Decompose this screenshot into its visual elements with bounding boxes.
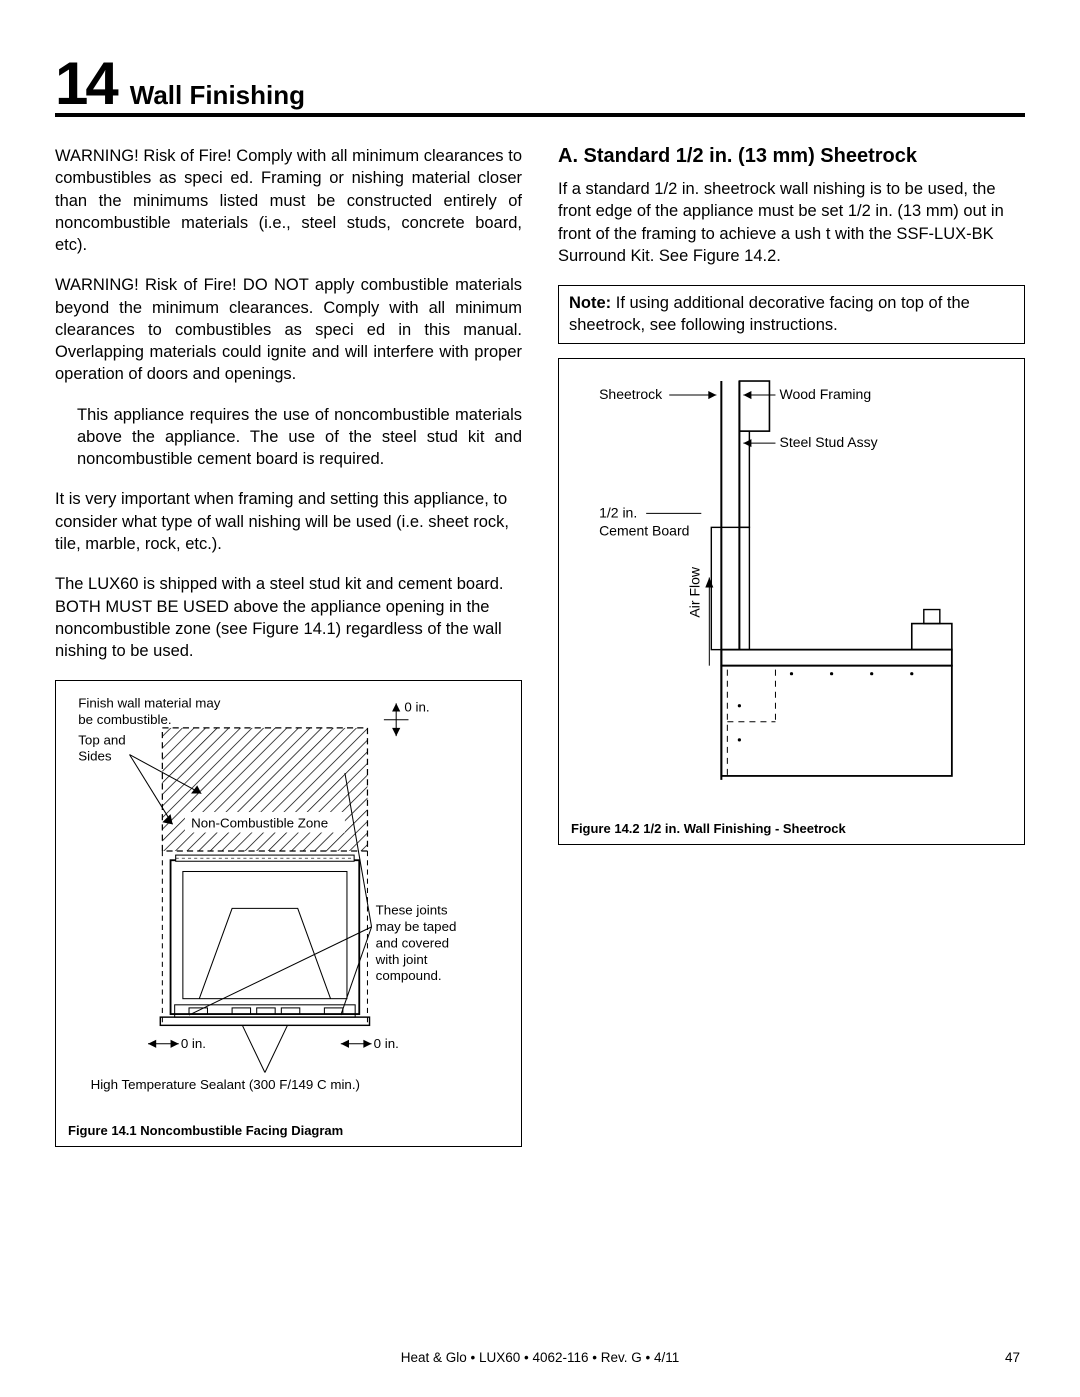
- svg-text:0 in.: 0 in.: [404, 700, 429, 715]
- note-label: Note:: [569, 294, 611, 312]
- note-box: Note: If using additional decorative fac…: [558, 285, 1025, 344]
- requirement-para: This appliance requires the use of nonco…: [77, 404, 522, 471]
- svg-text:with joint: with joint: [375, 952, 428, 967]
- framing-para: It is very important when framing and se…: [55, 488, 522, 555]
- svg-text:be combustible.: be combustible.: [78, 712, 171, 727]
- svg-text:Steel Stud Assy: Steel Stud Assy: [779, 434, 877, 450]
- chapter-header: 14 Wall Finishing: [55, 60, 1025, 117]
- chapter-number: 14: [55, 60, 116, 108]
- right-column: A. Standard 1/2 in. (13 mm) Sheetrock If…: [558, 145, 1025, 1147]
- figure-14-2-caption: Figure 14.2 1/2 in. Wall Finishing - She…: [571, 821, 1012, 836]
- page-number: 47: [1005, 1350, 1020, 1365]
- svg-text:Top and: Top and: [78, 733, 125, 748]
- svg-text:Cement Board: Cement Board: [599, 522, 689, 538]
- svg-text:0 in.: 0 in.: [181, 1036, 206, 1051]
- section-a-para: If a standard 1/2 in. sheetrock wall nis…: [558, 178, 1025, 267]
- svg-text:Wood Framing: Wood Framing: [779, 386, 871, 402]
- svg-text:compound.: compound.: [376, 969, 442, 984]
- svg-text:Non-Combustible Zone: Non-Combustible Zone: [191, 816, 328, 831]
- chapter-title: Wall Finishing: [130, 80, 305, 111]
- svg-text:1/2 in.: 1/2 in.: [599, 504, 637, 520]
- left-column: WARNING! Risk of Fire! Comply with all m…: [55, 145, 522, 1147]
- figure-14-1: Finish wall material may be combustible.…: [55, 680, 522, 1146]
- svg-text:may be taped: may be taped: [376, 919, 457, 934]
- page-footer: Heat & Glo • LUX60 • 4062-116 • Rev. G •…: [0, 1350, 1080, 1365]
- svg-text:Sides: Sides: [78, 749, 112, 764]
- note-text: If using additional decorative facing on…: [569, 294, 970, 334]
- svg-text:and covered: and covered: [376, 936, 449, 951]
- svg-text:These joints: These joints: [376, 903, 448, 918]
- two-column-layout: WARNING! Risk of Fire! Comply with all m…: [55, 145, 1025, 1147]
- figure-14-1-svg: Finish wall material may be combustible.…: [68, 691, 509, 1111]
- figure-14-2: Sheetrock Wood Framing Steel Stud Assy 1…: [558, 358, 1025, 845]
- figure-14-2-svg: Sheetrock Wood Framing Steel Stud Assy 1…: [571, 369, 1012, 810]
- svg-text:High Temperature Sealant (300: High Temperature Sealant (300 F/149 C mi…: [91, 1077, 360, 1092]
- section-a-heading: A. Standard 1/2 in. (13 mm) Sheetrock: [558, 145, 1025, 168]
- svg-text:Finish wall material may: Finish wall material may: [78, 696, 221, 711]
- svg-text:Air Flow: Air Flow: [686, 566, 702, 617]
- lux60-para: The LUX60 is shipped with a steel stud k…: [55, 573, 522, 662]
- svg-text:0 in.: 0 in.: [374, 1036, 399, 1051]
- warning-para-2: WARNING! Risk of Fire! DO NOT apply comb…: [55, 274, 522, 385]
- figure-14-1-caption: Figure 14.1 Noncombustible Facing Diagra…: [68, 1123, 509, 1138]
- warning-para-1: WARNING! Risk of Fire! Comply with all m…: [55, 145, 522, 256]
- svg-text:Sheetrock: Sheetrock: [599, 386, 663, 402]
